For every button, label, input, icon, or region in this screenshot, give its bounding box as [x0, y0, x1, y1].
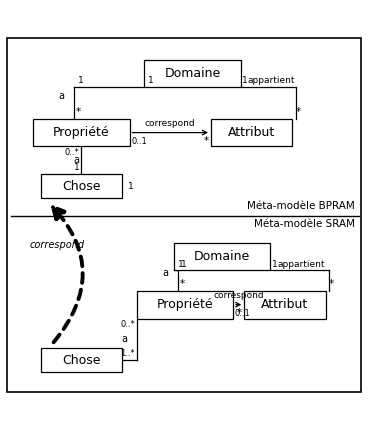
Text: *: * — [329, 279, 334, 289]
Text: Domaine: Domaine — [164, 67, 221, 80]
Text: 1: 1 — [242, 77, 248, 86]
Text: *: * — [204, 136, 209, 146]
Text: 1..*: 1..* — [120, 349, 135, 358]
Text: 1: 1 — [181, 259, 187, 269]
Bar — [33, 119, 130, 146]
Text: correspond: correspond — [30, 241, 85, 250]
Text: Propriété: Propriété — [157, 298, 213, 311]
Bar — [144, 59, 240, 87]
Text: 1: 1 — [78, 77, 84, 86]
Text: *: * — [76, 107, 81, 117]
Bar — [41, 348, 122, 372]
Text: Chose: Chose — [62, 180, 101, 193]
Text: appartient: appartient — [278, 259, 325, 269]
Text: a: a — [122, 334, 128, 345]
Text: 1: 1 — [148, 77, 154, 86]
Text: Chose: Chose — [62, 354, 101, 367]
Text: a: a — [74, 155, 80, 165]
Text: Méta-modèle BPRAM: Méta-modèle BPRAM — [248, 202, 355, 211]
Text: correspond: correspond — [213, 291, 264, 300]
Text: 0..*: 0..* — [120, 320, 135, 329]
Text: 1: 1 — [74, 163, 80, 172]
Bar — [41, 174, 122, 198]
Text: correspond: correspond — [145, 119, 195, 128]
Text: Attribut: Attribut — [261, 298, 309, 311]
Bar — [174, 243, 270, 270]
Text: *: * — [179, 279, 185, 289]
Text: Attribut: Attribut — [228, 126, 275, 139]
Text: 0..*: 0..* — [65, 148, 80, 157]
Bar — [244, 291, 326, 318]
Text: 1: 1 — [128, 182, 134, 191]
Text: 1: 1 — [178, 259, 184, 269]
Text: a: a — [59, 91, 65, 101]
Text: appartient: appartient — [248, 77, 295, 86]
Text: 0..1: 0..1 — [131, 137, 147, 146]
Text: Propriété: Propriété — [53, 126, 110, 139]
Text: a: a — [162, 268, 168, 278]
Text: Domaine: Domaine — [194, 250, 250, 263]
Bar — [137, 291, 233, 318]
Text: 1: 1 — [272, 259, 278, 269]
Bar — [211, 119, 292, 146]
Text: 0..1: 0..1 — [235, 309, 251, 318]
Text: *: * — [295, 107, 300, 117]
Text: Méta-modèle SRAM: Méta-modèle SRAM — [254, 219, 355, 229]
Text: *: * — [237, 308, 242, 318]
